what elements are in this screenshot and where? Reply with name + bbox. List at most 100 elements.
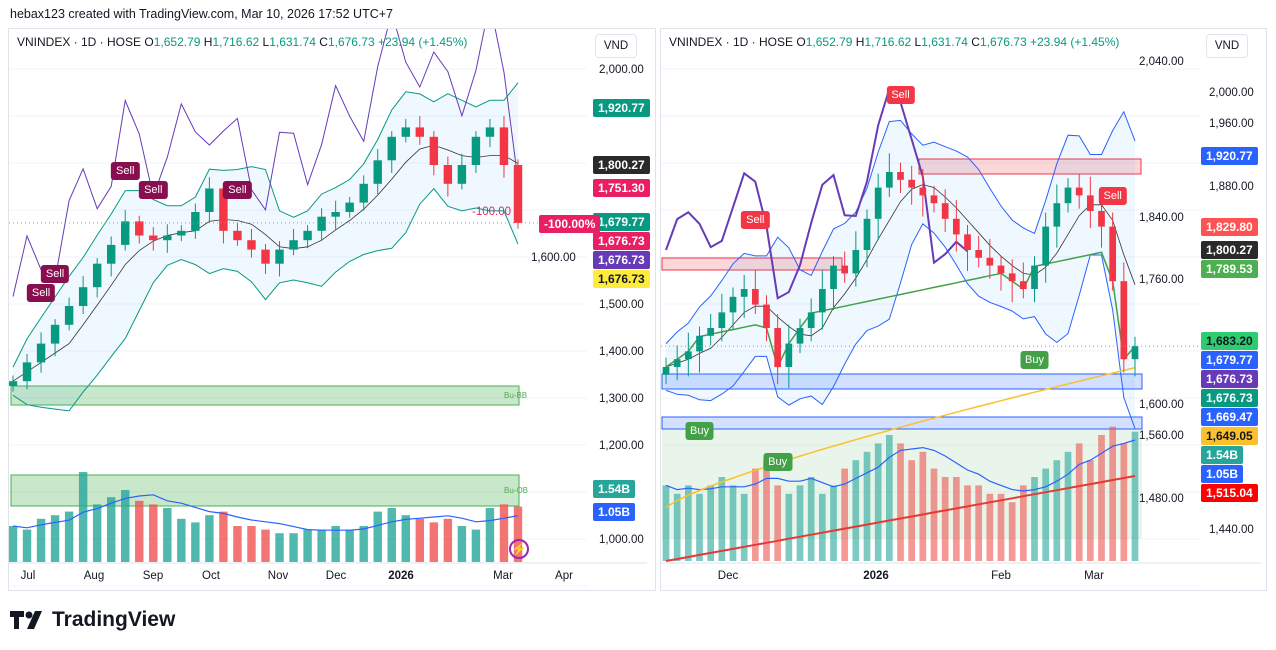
- close-label: C: [319, 35, 328, 49]
- sell-signal-marker: Sell: [886, 86, 915, 104]
- price-axis-label: 1,600.00: [531, 252, 576, 264]
- volume-bar: [863, 451, 871, 561]
- price-axis-label: 1,300.00: [599, 393, 644, 405]
- percent-tag: -100.00%: [539, 215, 601, 233]
- price-tag: 1,669.47: [1201, 408, 1258, 427]
- candle-body: [718, 312, 726, 328]
- candle-body: [1098, 211, 1105, 227]
- open-value: 1,652.79: [805, 35, 853, 49]
- candle-body: [1075, 187, 1083, 196]
- candle-body: [863, 218, 871, 250]
- candle-body: [1019, 281, 1027, 289]
- volume-bar: [205, 515, 214, 562]
- volume-bar: [64, 511, 74, 562]
- volume-bar: [359, 526, 368, 562]
- volume-bar: [106, 497, 116, 562]
- zone-box: [661, 416, 1143, 430]
- time-axis-label: Sep: [142, 570, 164, 582]
- volume-bar: [852, 460, 860, 561]
- sell-signal-marker: Sell: [741, 210, 770, 229]
- price-axis-label: 1,840.00: [1139, 211, 1184, 224]
- buy-signal-marker: Buy: [685, 421, 714, 440]
- zone-box: [10, 385, 520, 406]
- candle-body: [1120, 281, 1128, 360]
- time-axis-label: Mar: [493, 570, 513, 582]
- volume-bar: [345, 529, 354, 562]
- candle-body: [135, 221, 144, 236]
- candle-body: [740, 289, 748, 297]
- candle-body: [1109, 226, 1117, 282]
- candle-body: [818, 289, 826, 313]
- volume-bar: [952, 477, 960, 561]
- volume-bar: [696, 493, 703, 561]
- volume-bar: [219, 511, 228, 562]
- candle-body: [513, 165, 523, 223]
- candle-body: [359, 183, 368, 203]
- currency-button[interactable]: VND: [1206, 34, 1248, 58]
- candle-body: [261, 249, 270, 264]
- volume-bar: [818, 493, 826, 561]
- candle-body: [919, 187, 927, 196]
- candle-body: [874, 187, 882, 219]
- volume-ma-line: [665, 439, 1136, 492]
- candle-body: [662, 367, 670, 375]
- candle-body: [964, 234, 971, 250]
- candle-body: [841, 265, 849, 274]
- volume-bar: [807, 477, 815, 561]
- volume-bar: [261, 529, 270, 562]
- price-axis-label: 1,600.00: [1139, 399, 1184, 411]
- price-tag: 1,800.27: [593, 155, 650, 174]
- time-axis-label: Jul: [20, 570, 36, 582]
- candle-body: [303, 230, 312, 241]
- time-axis-label: Apr: [555, 570, 573, 582]
- volume-bar: [919, 451, 927, 561]
- low-label: L: [914, 35, 922, 49]
- right-chart-panel[interactable]: VNINDEX · 1D · HOSE O1,652.79 H1,716.62 …: [660, 28, 1267, 591]
- price-tag: 1,920.77: [1201, 146, 1258, 165]
- candle-body: [1042, 226, 1050, 266]
- volume-bar: [121, 490, 130, 562]
- high-label: H: [203, 35, 213, 49]
- currency-button[interactable]: VND: [595, 34, 637, 58]
- candle-body: [149, 235, 158, 241]
- volume-bar: [975, 485, 983, 561]
- sell-signal-marker: Sell: [223, 180, 252, 199]
- price-axis-label: 2,000.00: [599, 64, 644, 76]
- candle-body: [941, 203, 949, 219]
- bollinger-upper-line: [665, 110, 1136, 344]
- lightning-icon[interactable]: ⚡: [509, 539, 529, 559]
- symbol-legend: VNINDEX · 1D · HOSE O1,652.79 H1,716.62 …: [669, 35, 1119, 49]
- candle-body: [205, 188, 214, 212]
- price-tag: 1,751.30: [593, 178, 650, 197]
- candle-body: [774, 328, 782, 367]
- sell-signal-marker: Sell: [26, 283, 56, 302]
- price-axis-label: 1,880.00: [1209, 180, 1254, 193]
- credit-line: hebax123 created with TradingView.com, M…: [10, 7, 393, 21]
- volume-tag: 1,515.04: [1201, 484, 1258, 503]
- volume-bar: [908, 460, 916, 561]
- volume-bar: [740, 493, 748, 561]
- volume-ma-tag: 1.05B: [593, 503, 636, 521]
- sell-signal-marker: Sell: [111, 161, 140, 180]
- volume-bar: [830, 485, 837, 561]
- volume-bar: [36, 518, 46, 562]
- volume-bar: [673, 493, 681, 561]
- candle-body: [275, 249, 284, 264]
- bollinger-lower-line: [665, 223, 1136, 429]
- left-chart-panel[interactable]: VNINDEX · 1D · HOSE O1,652.79 H1,716.62 …: [8, 28, 656, 591]
- left-chart-canvas[interactable]: [9, 29, 657, 592]
- tradingview-logo[interactable]: TradingView: [10, 608, 175, 632]
- price-tag: 1,800.27: [1201, 240, 1258, 259]
- percent-text: -100.00: [472, 206, 512, 218]
- price-tag: 1,679.77: [1201, 351, 1258, 370]
- candle-body: [673, 359, 681, 367]
- price-tag: 1,676.73: [593, 269, 650, 288]
- high-value: 1,716.62: [212, 35, 260, 49]
- zone-box: [661, 373, 1143, 390]
- right-chart-canvas[interactable]: [661, 29, 1268, 592]
- candle-body: [897, 172, 904, 180]
- volume-bar: [233, 526, 242, 562]
- candle-body: [707, 328, 715, 336]
- volume-bar: [499, 504, 509, 562]
- candle-body: [233, 230, 242, 241]
